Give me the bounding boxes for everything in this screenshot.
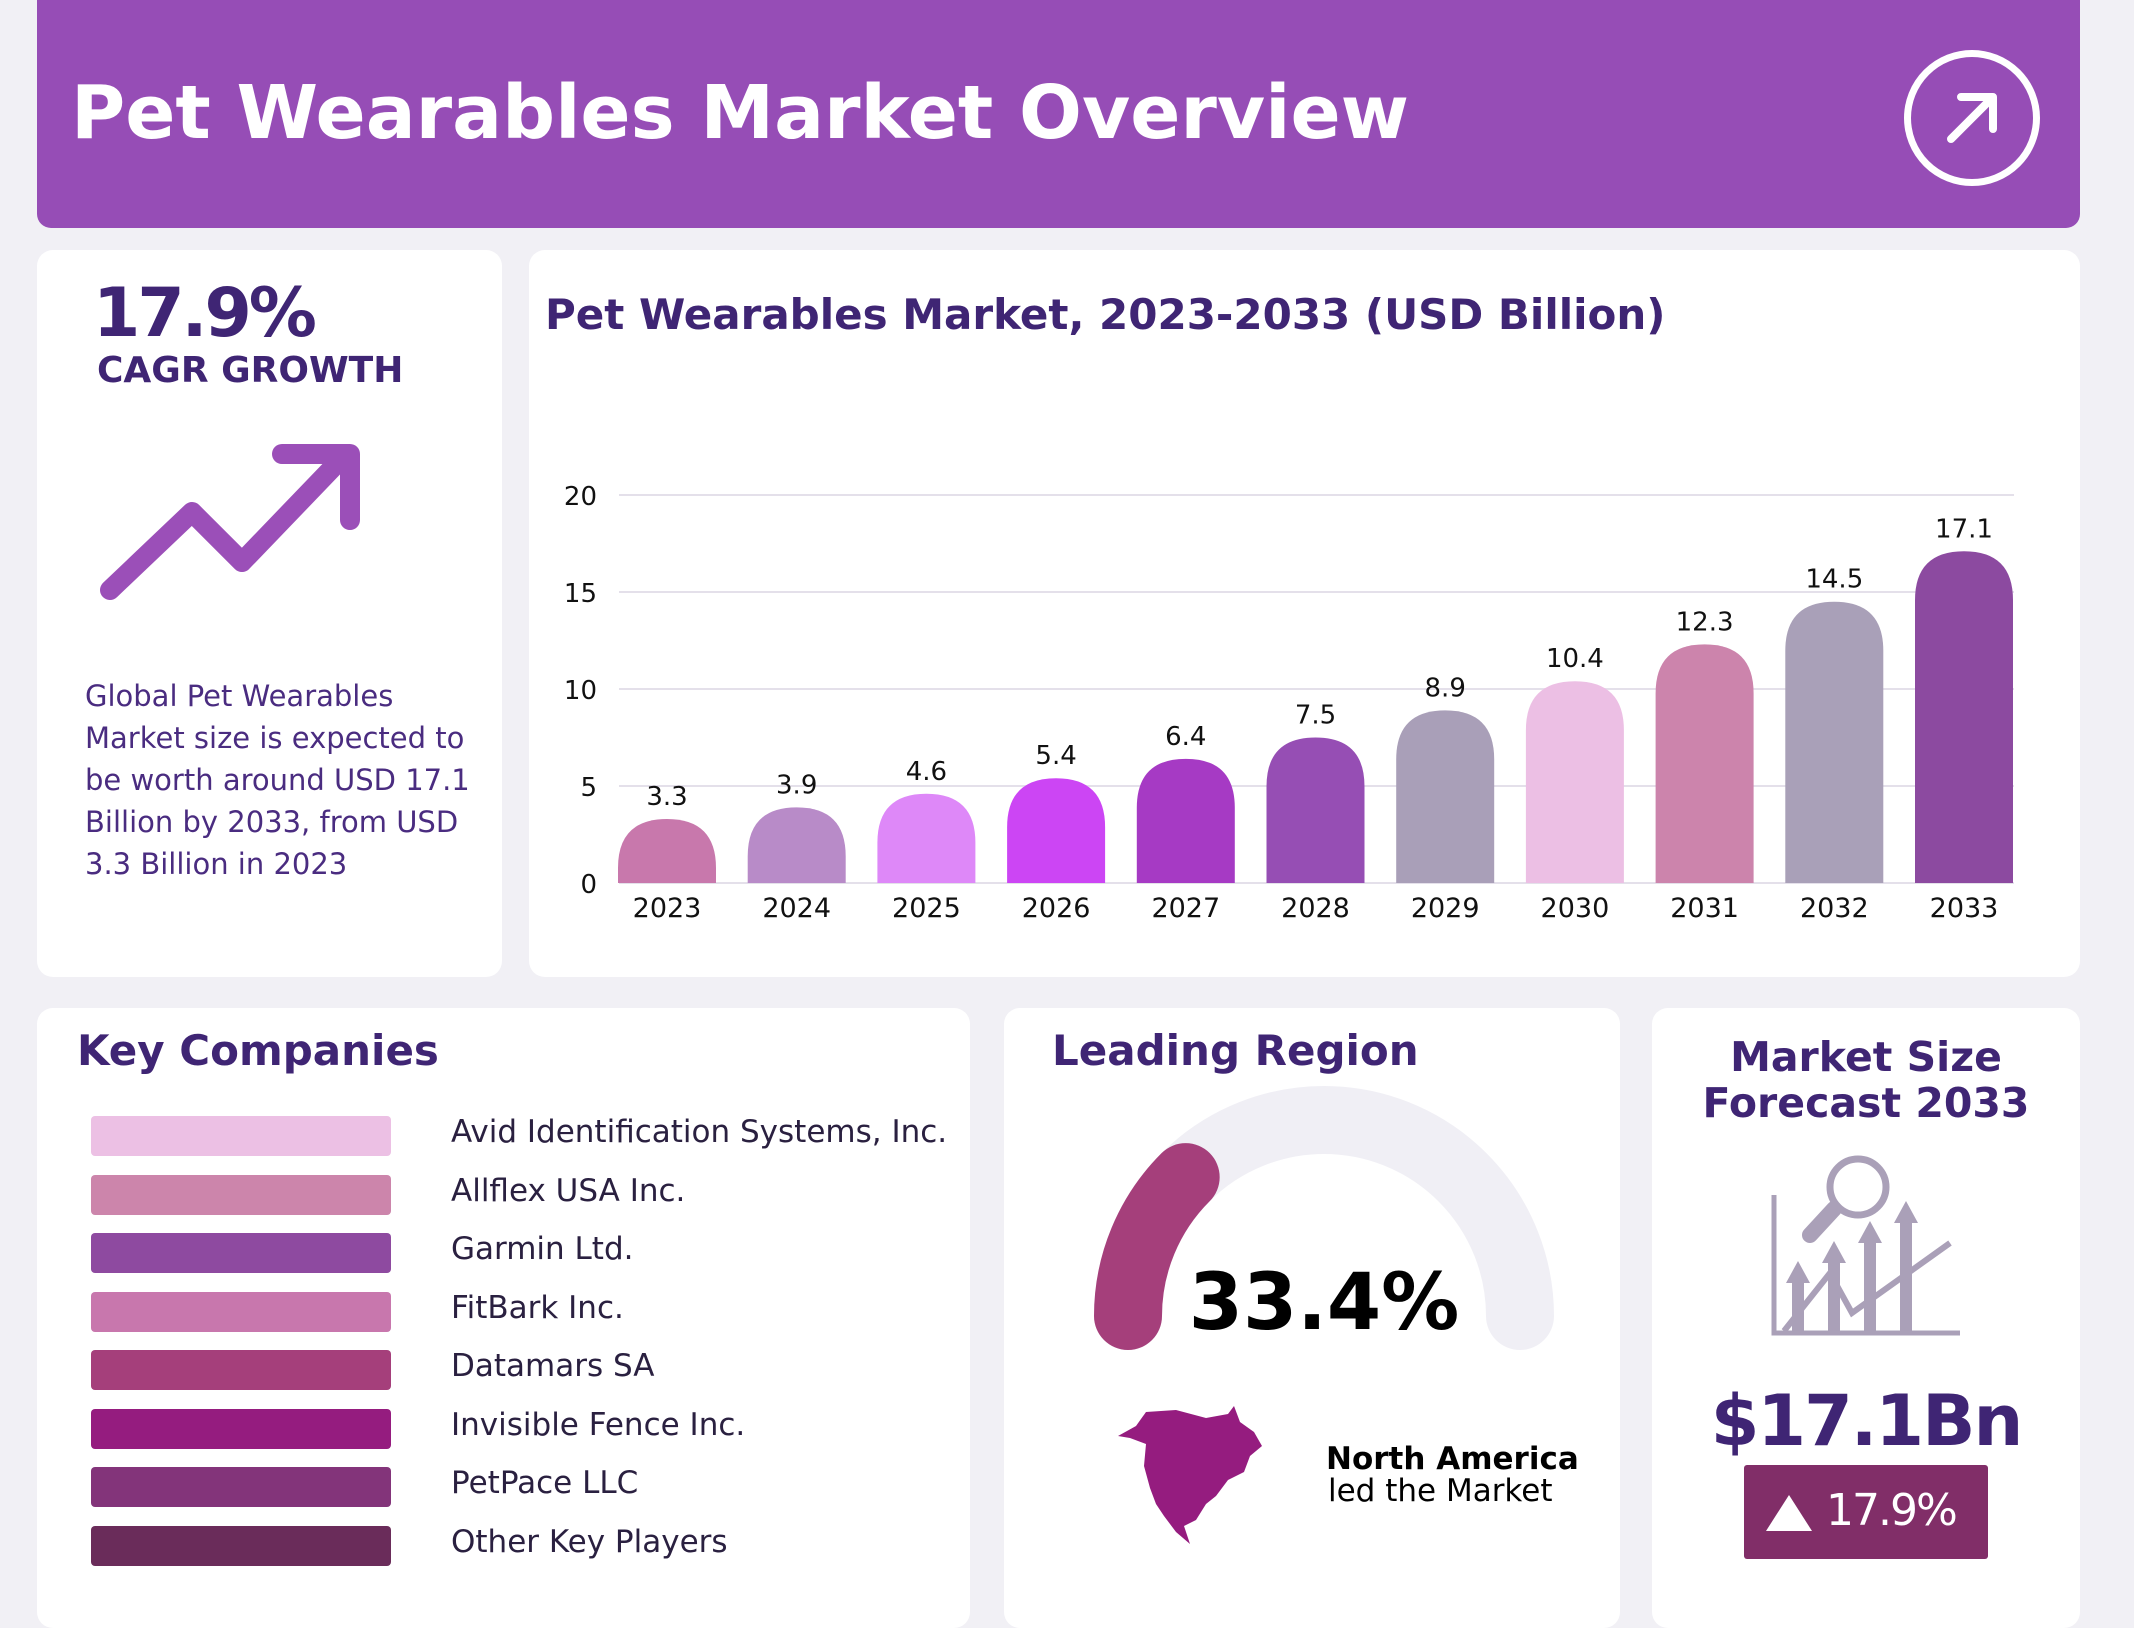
chart-title: Pet Wearables Market, 2023-2033 (USD Bil… [545, 290, 1666, 339]
growth-value: 17.9% [1826, 1485, 1958, 1536]
bar [618, 818, 716, 883]
company-name: FitBark Inc. [451, 1289, 624, 1326]
bar-value-label: 8.9 [1425, 673, 1466, 703]
x-tick-label: 2026 [1022, 893, 1091, 924]
region-share: 33.4% [1188, 1258, 1460, 1348]
cagr-label: CAGR GROWTH [97, 350, 404, 391]
header-banner: Pet Wearables Market Overview [37, 0, 2080, 228]
x-tick-label: 2030 [1541, 893, 1610, 924]
bar [1525, 681, 1624, 883]
company-color-swatch [91, 1291, 391, 1332]
bar [1007, 778, 1106, 883]
forecast-title-line1: Market Size [1730, 1033, 2002, 1081]
company-name: PetPace LLC [451, 1465, 639, 1501]
forecast-value: $17.1Bn [1710, 1380, 2024, 1462]
y-tick-label: 0 [580, 870, 597, 900]
companies-card: Key Companies Avid Identification System… [37, 1008, 970, 1628]
y-tick-label: 5 [580, 773, 597, 803]
x-tick-label: 2024 [762, 893, 831, 924]
company-name: Datamars SA [451, 1348, 655, 1384]
bar [877, 793, 976, 883]
gauge-fill [1094, 1086, 1554, 1350]
company-name: Avid Identification Systems, Inc. [451, 1114, 948, 1150]
company-color-swatch [91, 1174, 391, 1215]
region-subtitle: led the Market [1328, 1473, 1553, 1509]
bar-value-label: 17.1 [1935, 514, 1993, 544]
company-color-swatch [91, 1233, 391, 1273]
forecast-title-line2: Forecast 2033 [1702, 1079, 2030, 1127]
company-color-swatch [91, 1467, 391, 1507]
company-color-swatch [91, 1116, 391, 1156]
region-card: Leading Region 33.4% North America led t… [1004, 1008, 1620, 1628]
bar-value-label: 12.3 [1676, 607, 1734, 637]
bar-value-label: 14.5 [1805, 565, 1863, 595]
cagr-value: 17.9% [93, 274, 317, 353]
bar-value-label: 3.9 [776, 770, 817, 800]
y-tick-label: 20 [564, 482, 597, 512]
bar [1396, 710, 1495, 883]
cagr-description: Global Pet Wearables Market size is expe… [85, 679, 470, 881]
x-tick-label: 2032 [1800, 893, 1869, 924]
chart-card: Pet Wearables Market, 2023-2033 (USD Bil… [529, 250, 2080, 977]
company-name: Garmin Ltd. [451, 1231, 634, 1267]
bar [1266, 737, 1365, 883]
company-color-swatch [91, 1525, 391, 1566]
bar-value-label: 10.4 [1546, 644, 1604, 674]
bar [1136, 758, 1235, 883]
cagr-card: 17.9% CAGR GROWTH Global Pet Wearables M… [37, 250, 502, 977]
y-tick-label: 15 [564, 579, 597, 609]
x-tick-label: 2023 [633, 893, 702, 924]
forecast-card: Market Size Forecast 2033 $17.1Bn 17.9% [1652, 1008, 2080, 1628]
bar [1915, 551, 2013, 883]
company-color-swatch [91, 1350, 391, 1390]
trend-up-arrow-icon [100, 444, 360, 600]
company-name: Invisible Fence Inc. [451, 1406, 746, 1443]
forecast-title: Market Size Forecast 2033 [1652, 1034, 2080, 1126]
x-tick-label: 2029 [1411, 893, 1480, 924]
bar [1655, 644, 1754, 883]
bar [747, 807, 846, 883]
x-tick-label: 2031 [1670, 893, 1739, 924]
x-tick-label: 2033 [1930, 893, 1999, 924]
x-tick-label: 2028 [1281, 893, 1350, 924]
north-america-map-icon [1118, 1406, 1262, 1544]
company-name: Other Key Players [451, 1523, 728, 1560]
companies-title: Key Companies [77, 1026, 439, 1075]
region-title: Leading Region [1052, 1026, 1419, 1075]
bar-chart: 0 5 10 15 20 3.3 2023 3.9 2024 4.6 2025 5.4 2026 6.4 2… [564, 482, 2014, 924]
region-gauge [1094, 1086, 1554, 1350]
bar-value-label: 7.5 [1295, 701, 1336, 731]
triangle-up-icon [1766, 1495, 1812, 1531]
bar-value-label: 5.4 [1035, 741, 1076, 771]
bar-value-label: 6.4 [1165, 722, 1206, 752]
company-color-swatch [91, 1408, 391, 1449]
region-name: North America [1326, 1441, 1579, 1477]
page-title: Pet Wearables Market Overview [71, 70, 1410, 156]
company-name: Allflex USA Inc. [451, 1172, 686, 1209]
x-tick-label: 2027 [1151, 893, 1220, 924]
bar-value-label: 4.6 [906, 757, 947, 787]
y-tick-label: 10 [564, 676, 597, 706]
arrow-up-right-circle-icon[interactable] [1904, 50, 2040, 186]
bar [1785, 601, 1884, 883]
growth-badge: 17.9% [1744, 1465, 1988, 1559]
x-tick-label: 2025 [892, 893, 961, 924]
bar-value-label: 3.3 [646, 782, 687, 812]
chart-magnifier-growth-icon [1771, 1155, 1960, 1336]
